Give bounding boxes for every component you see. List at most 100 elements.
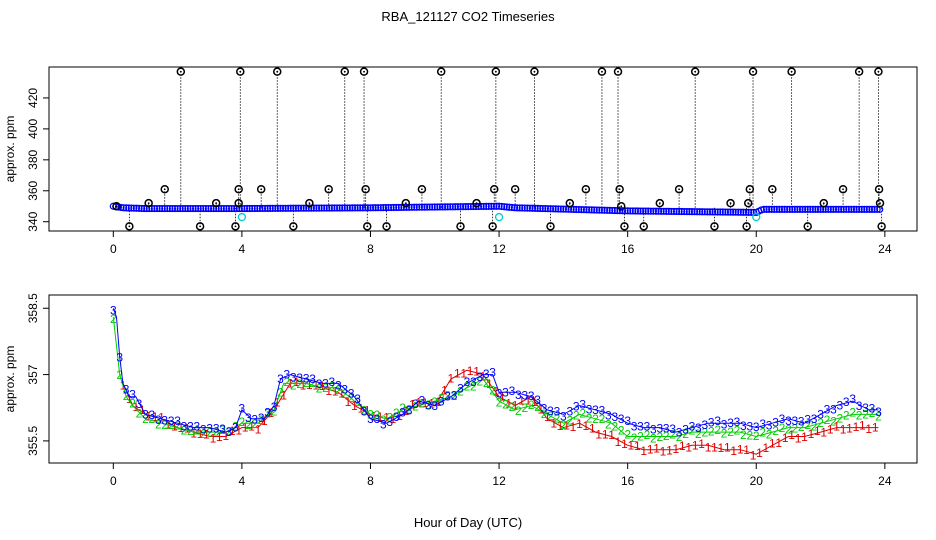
x-tick-label: 24 (878, 242, 892, 256)
baseline-point (256, 204, 264, 213)
series-point-2: 2 (547, 409, 554, 423)
series-point-1: 1 (390, 412, 397, 426)
series-point-1: 1 (750, 448, 757, 462)
series-point-2: 2 (759, 426, 766, 440)
baseline-point (361, 204, 369, 212)
baseline-point (796, 205, 804, 213)
baseline-point (544, 205, 552, 213)
baseline-point (639, 207, 647, 215)
baseline-point (135, 204, 143, 212)
series-point-2: 2 (239, 415, 246, 429)
series-point-2: 2 (206, 426, 213, 440)
baseline-point (855, 205, 863, 213)
baseline-point (698, 208, 706, 216)
spike-point (359, 67, 369, 76)
baseline-point (647, 207, 655, 215)
baseline-point (228, 204, 236, 213)
series-point-2: 2 (194, 424, 201, 438)
baseline-point (732, 208, 740, 216)
baseline-point (333, 204, 341, 212)
series-point-1: 1 (229, 424, 236, 438)
series-point-2: 2 (663, 429, 670, 443)
series-point-3: 3 (245, 411, 252, 425)
series-point-2: 2 (566, 413, 573, 427)
series-point-3: 3 (721, 418, 728, 432)
spike-point-center (642, 225, 645, 228)
series-point-1: 1 (563, 418, 570, 432)
spike-point (305, 198, 314, 208)
series-point-3: 3 (791, 414, 798, 428)
y-axis-label: approx. ppm (3, 346, 17, 413)
series-point-2: 2 (734, 424, 741, 438)
spike-point-center (421, 188, 423, 191)
series-point-1: 1 (203, 427, 210, 441)
spike-point (690, 67, 700, 76)
baseline-point (240, 204, 249, 213)
series-point-2: 2 (309, 376, 316, 390)
series-point-1: 1 (833, 419, 840, 433)
series-point-2: 2 (727, 425, 734, 439)
series-point-3: 3 (599, 403, 606, 417)
series-point-2: 2 (515, 404, 522, 418)
series-point-2: 2 (438, 392, 445, 406)
baseline-point (264, 204, 272, 213)
baseline-point (282, 204, 290, 212)
series-point-2: 2 (637, 429, 644, 443)
baseline-point (585, 206, 593, 214)
baseline-point (297, 204, 305, 212)
series-point-3: 3 (470, 375, 477, 389)
spike-point-center (694, 70, 697, 73)
baseline-point (760, 205, 768, 213)
baseline-point (197, 204, 205, 213)
series-point-3: 3 (740, 419, 747, 433)
spike-point (340, 67, 350, 76)
series-point-3: 3 (374, 412, 381, 426)
spike-point (581, 184, 591, 194)
baseline-point (356, 204, 364, 212)
baseline-point (860, 205, 868, 213)
spike-point-center (440, 70, 443, 73)
series-point-3: 3 (502, 385, 509, 399)
series-point-2: 2 (586, 411, 593, 425)
baseline-point (801, 205, 809, 213)
spike-point (195, 222, 205, 231)
baseline-point (775, 205, 784, 213)
series-point-2: 2 (644, 428, 651, 442)
baseline-point (503, 203, 511, 211)
series-point-3: 3 (309, 372, 316, 386)
series-point-1: 1 (737, 443, 744, 457)
series-point-1: 1 (827, 422, 834, 436)
series-point-1: 1 (132, 400, 139, 414)
series-point-2: 2 (843, 408, 850, 422)
baseline-point (724, 208, 732, 216)
baseline-point (323, 204, 331, 212)
baseline-point (570, 205, 578, 214)
series-point-3: 3 (155, 413, 162, 427)
series-point-2: 2 (123, 389, 130, 403)
series-point-3: 3 (425, 399, 432, 413)
series-point-1: 1 (634, 439, 641, 453)
series-point-1: 1 (788, 428, 795, 442)
series-point-3: 3 (605, 408, 612, 422)
series-point-3: 3 (579, 397, 586, 411)
series-point-1: 1 (242, 421, 249, 435)
series-point-1: 1 (518, 394, 525, 408)
series-point-3: 3 (258, 411, 265, 425)
series-point-1: 1 (448, 371, 455, 385)
series-point-1: 1 (435, 395, 442, 409)
spike-point-center (199, 225, 201, 228)
x-tick-label: 12 (492, 242, 506, 256)
series-point-2: 2 (386, 411, 393, 425)
spike-point-center (276, 70, 279, 73)
series-point-3: 3 (509, 384, 516, 398)
series-point-3: 3 (830, 402, 837, 416)
spike-point (256, 184, 266, 194)
baseline-point (672, 207, 681, 216)
series-point-3: 3 (618, 412, 625, 426)
spike-point-center (163, 188, 166, 191)
series-point-2: 2 (419, 396, 426, 410)
series-point-3: 3 (759, 417, 766, 431)
baseline-point (140, 204, 148, 213)
series-point-1: 1 (763, 441, 770, 455)
series-point-1: 1 (782, 431, 789, 445)
